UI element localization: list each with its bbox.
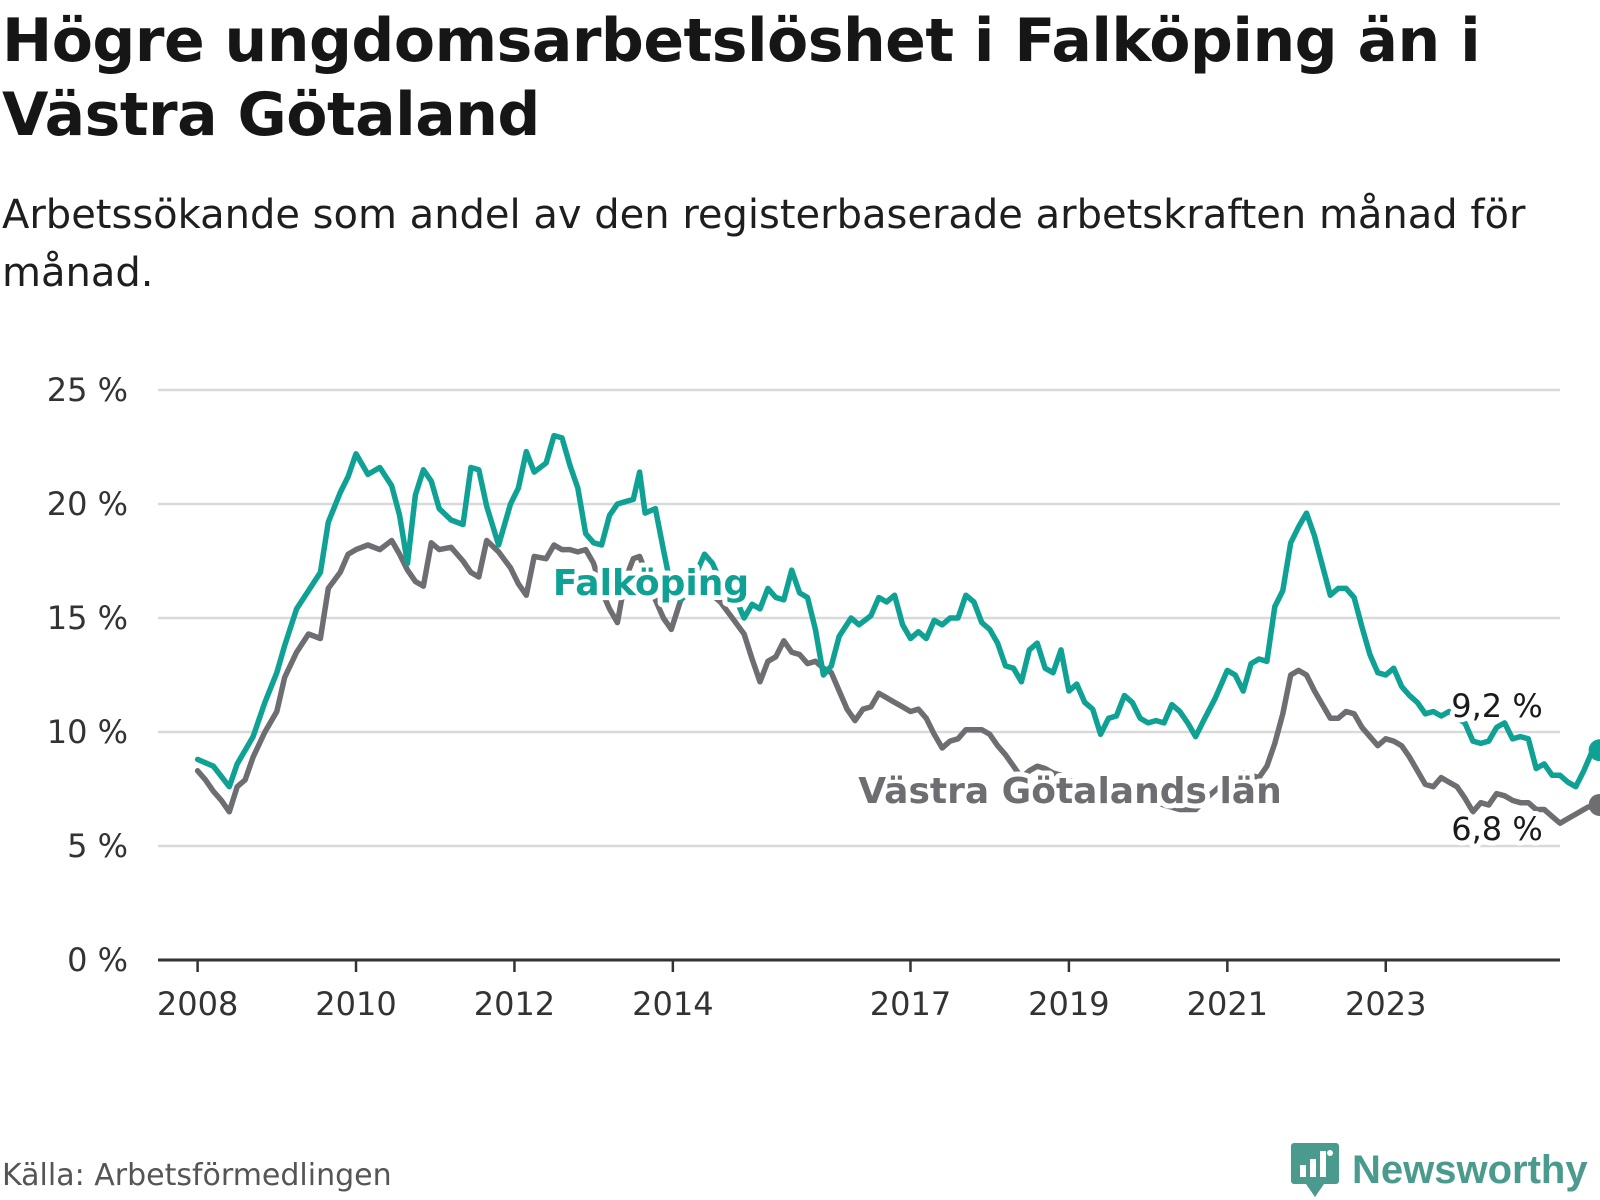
end-point-falkoping — [1588, 739, 1600, 762]
newsworthy-logo-icon — [1291, 1143, 1339, 1197]
series-labels: Falköping Västra Götalands län 9,2 % 6,8 % — [548, 558, 1548, 853]
y-tick-label: 25 % — [47, 371, 128, 409]
line-chart: 0 %5 %10 %15 %20 %25 % 2008 2010 2012 2014 2… — [47, 371, 1600, 1023]
y-tick-label: 15 % — [47, 599, 128, 637]
grid-lines — [158, 388, 1560, 848]
x-tick-label: 2010 — [315, 985, 396, 1023]
x-tick-label: 2012 — [474, 985, 555, 1023]
series-line-falkoping — [194, 432, 1600, 790]
source-note: Källa: Arbetsförmedlingen — [2, 1158, 392, 1193]
x-tick-label: 2017 — [870, 985, 951, 1023]
x-tick-label: 2008 — [157, 985, 238, 1023]
x-axis: 2008 2010 2012 2014 2017 2019 2021 2023 — [157, 958, 1560, 1023]
y-tick-label: 10 % — [47, 713, 128, 751]
y-axis-ticks: 0 % 5 % 10 % 15 % 20 % 25 % — [47, 371, 128, 979]
x-tick-label: 2021 — [1187, 985, 1268, 1023]
brand-name: Newsworthy — [1352, 1147, 1588, 1192]
chart-subtitle: Arbetssökande som andel av den registerb… — [2, 192, 1526, 296]
x-tick-label: 2019 — [1028, 985, 1109, 1023]
chart-title: Högre ungdomsarbetslöshet i Falköping än… — [2, 6, 1481, 150]
y-tick-label: 5 % — [67, 827, 128, 865]
x-tick-label: 2014 — [632, 985, 713, 1023]
newsworthy-logo: Newsworthy — [1290, 1140, 1588, 1200]
x-tick-label: 2023 — [1345, 985, 1426, 1023]
y-tick-label: 20 % — [47, 485, 128, 523]
y-tick-label: 0 % — [67, 941, 128, 979]
end-point-vastra-gotalands-lan — [1588, 793, 1600, 816]
series-line-vastra-gotalands-lan — [194, 537, 1600, 826]
series-lines — [194, 432, 1600, 826]
series-label-vastra-gotalands-lan: Västra Götalands län — [858, 771, 1281, 812]
series-label-falkoping: Falköping — [553, 563, 749, 604]
end-label-falkoping: 9,2 % — [1451, 687, 1542, 725]
end-label-vastra-gotalands-lan: 6,8 % — [1451, 810, 1542, 848]
